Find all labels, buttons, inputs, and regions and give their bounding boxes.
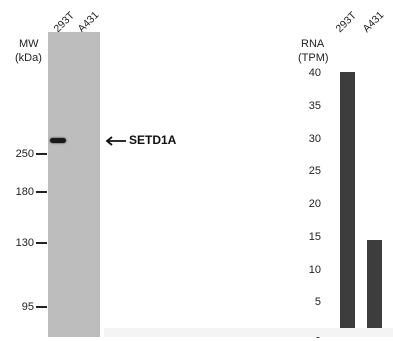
marker-label-130: 130 bbox=[15, 237, 34, 249]
marker-label-250: 250 bbox=[15, 148, 34, 160]
rna-ytick-label: 15 bbox=[308, 230, 321, 243]
rna-ytick-label: 5 bbox=[314, 296, 321, 309]
rna-ytick-label: 35 bbox=[308, 99, 321, 112]
rna-ytick-label: 40 bbox=[308, 67, 321, 79]
rna-bar-293T bbox=[340, 71, 355, 335]
rna-ylabel-line2: (TPM) bbox=[298, 52, 329, 64]
kda-label: (kDa) bbox=[15, 52, 42, 64]
marker-tick-130 bbox=[36, 242, 47, 244]
rna-category-293T: 293T bbox=[333, 9, 359, 35]
setd1a-band bbox=[50, 138, 66, 143]
rna-ytick-label: 20 bbox=[308, 198, 321, 210]
rna-ytick-label: 25 bbox=[308, 165, 321, 178]
mw-label: MW bbox=[19, 38, 39, 50]
marker-label-180: 180 bbox=[15, 186, 34, 198]
target-label: SETD1A bbox=[129, 133, 177, 147]
rna-ytick-label: 30 bbox=[308, 132, 321, 145]
target-arrow-icon bbox=[104, 134, 128, 146]
blot-membrane bbox=[48, 32, 100, 337]
rna-category-A431: A431 bbox=[360, 9, 387, 35]
marker-tick-95 bbox=[36, 306, 47, 308]
marker-tick-250 bbox=[36, 153, 47, 155]
marker-label-95: 95 bbox=[21, 301, 34, 313]
marker-tick-180 bbox=[36, 191, 47, 193]
rna-ytick-label: 10 bbox=[308, 263, 321, 276]
rna-ylabel-line1: RNA bbox=[301, 38, 325, 50]
rna-bar-A431 bbox=[367, 240, 382, 335]
footer-strip bbox=[104, 328, 393, 337]
